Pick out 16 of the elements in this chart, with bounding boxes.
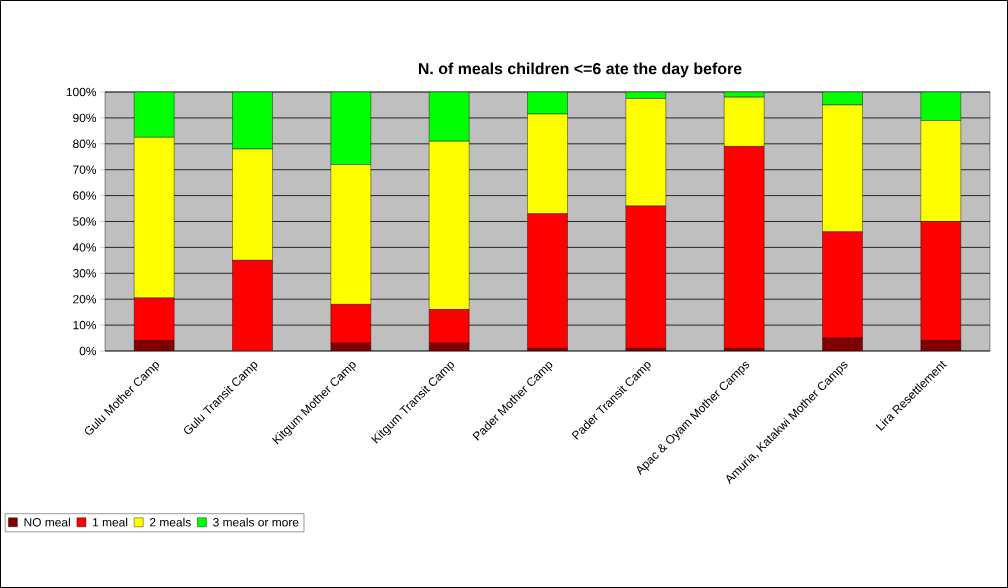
legend-label: 1 meal [93,517,128,527]
chart-title: N. of meals children <=6 ate the day before [418,62,742,78]
y-tick-label: 60% [73,191,97,200]
y-tick-label: 70% [73,165,97,174]
y-tick-label: 20% [73,294,97,304]
y-tick-label: 100% [66,87,97,97]
y-tick-label: 10% [73,320,97,330]
y-tick-label: 50% [73,217,97,226]
y-tick-label: 30% [73,269,97,278]
y-tick-label: 0% [79,346,97,356]
legend-label: NO meal [24,517,70,527]
y-tick-label: 90% [73,113,97,123]
y-tick-label: 40% [72,243,97,252]
y-tick-label: 80% [73,139,97,149]
legend-label: 3 meals or more [213,517,299,527]
legend-label: 2 meals [149,517,191,527]
